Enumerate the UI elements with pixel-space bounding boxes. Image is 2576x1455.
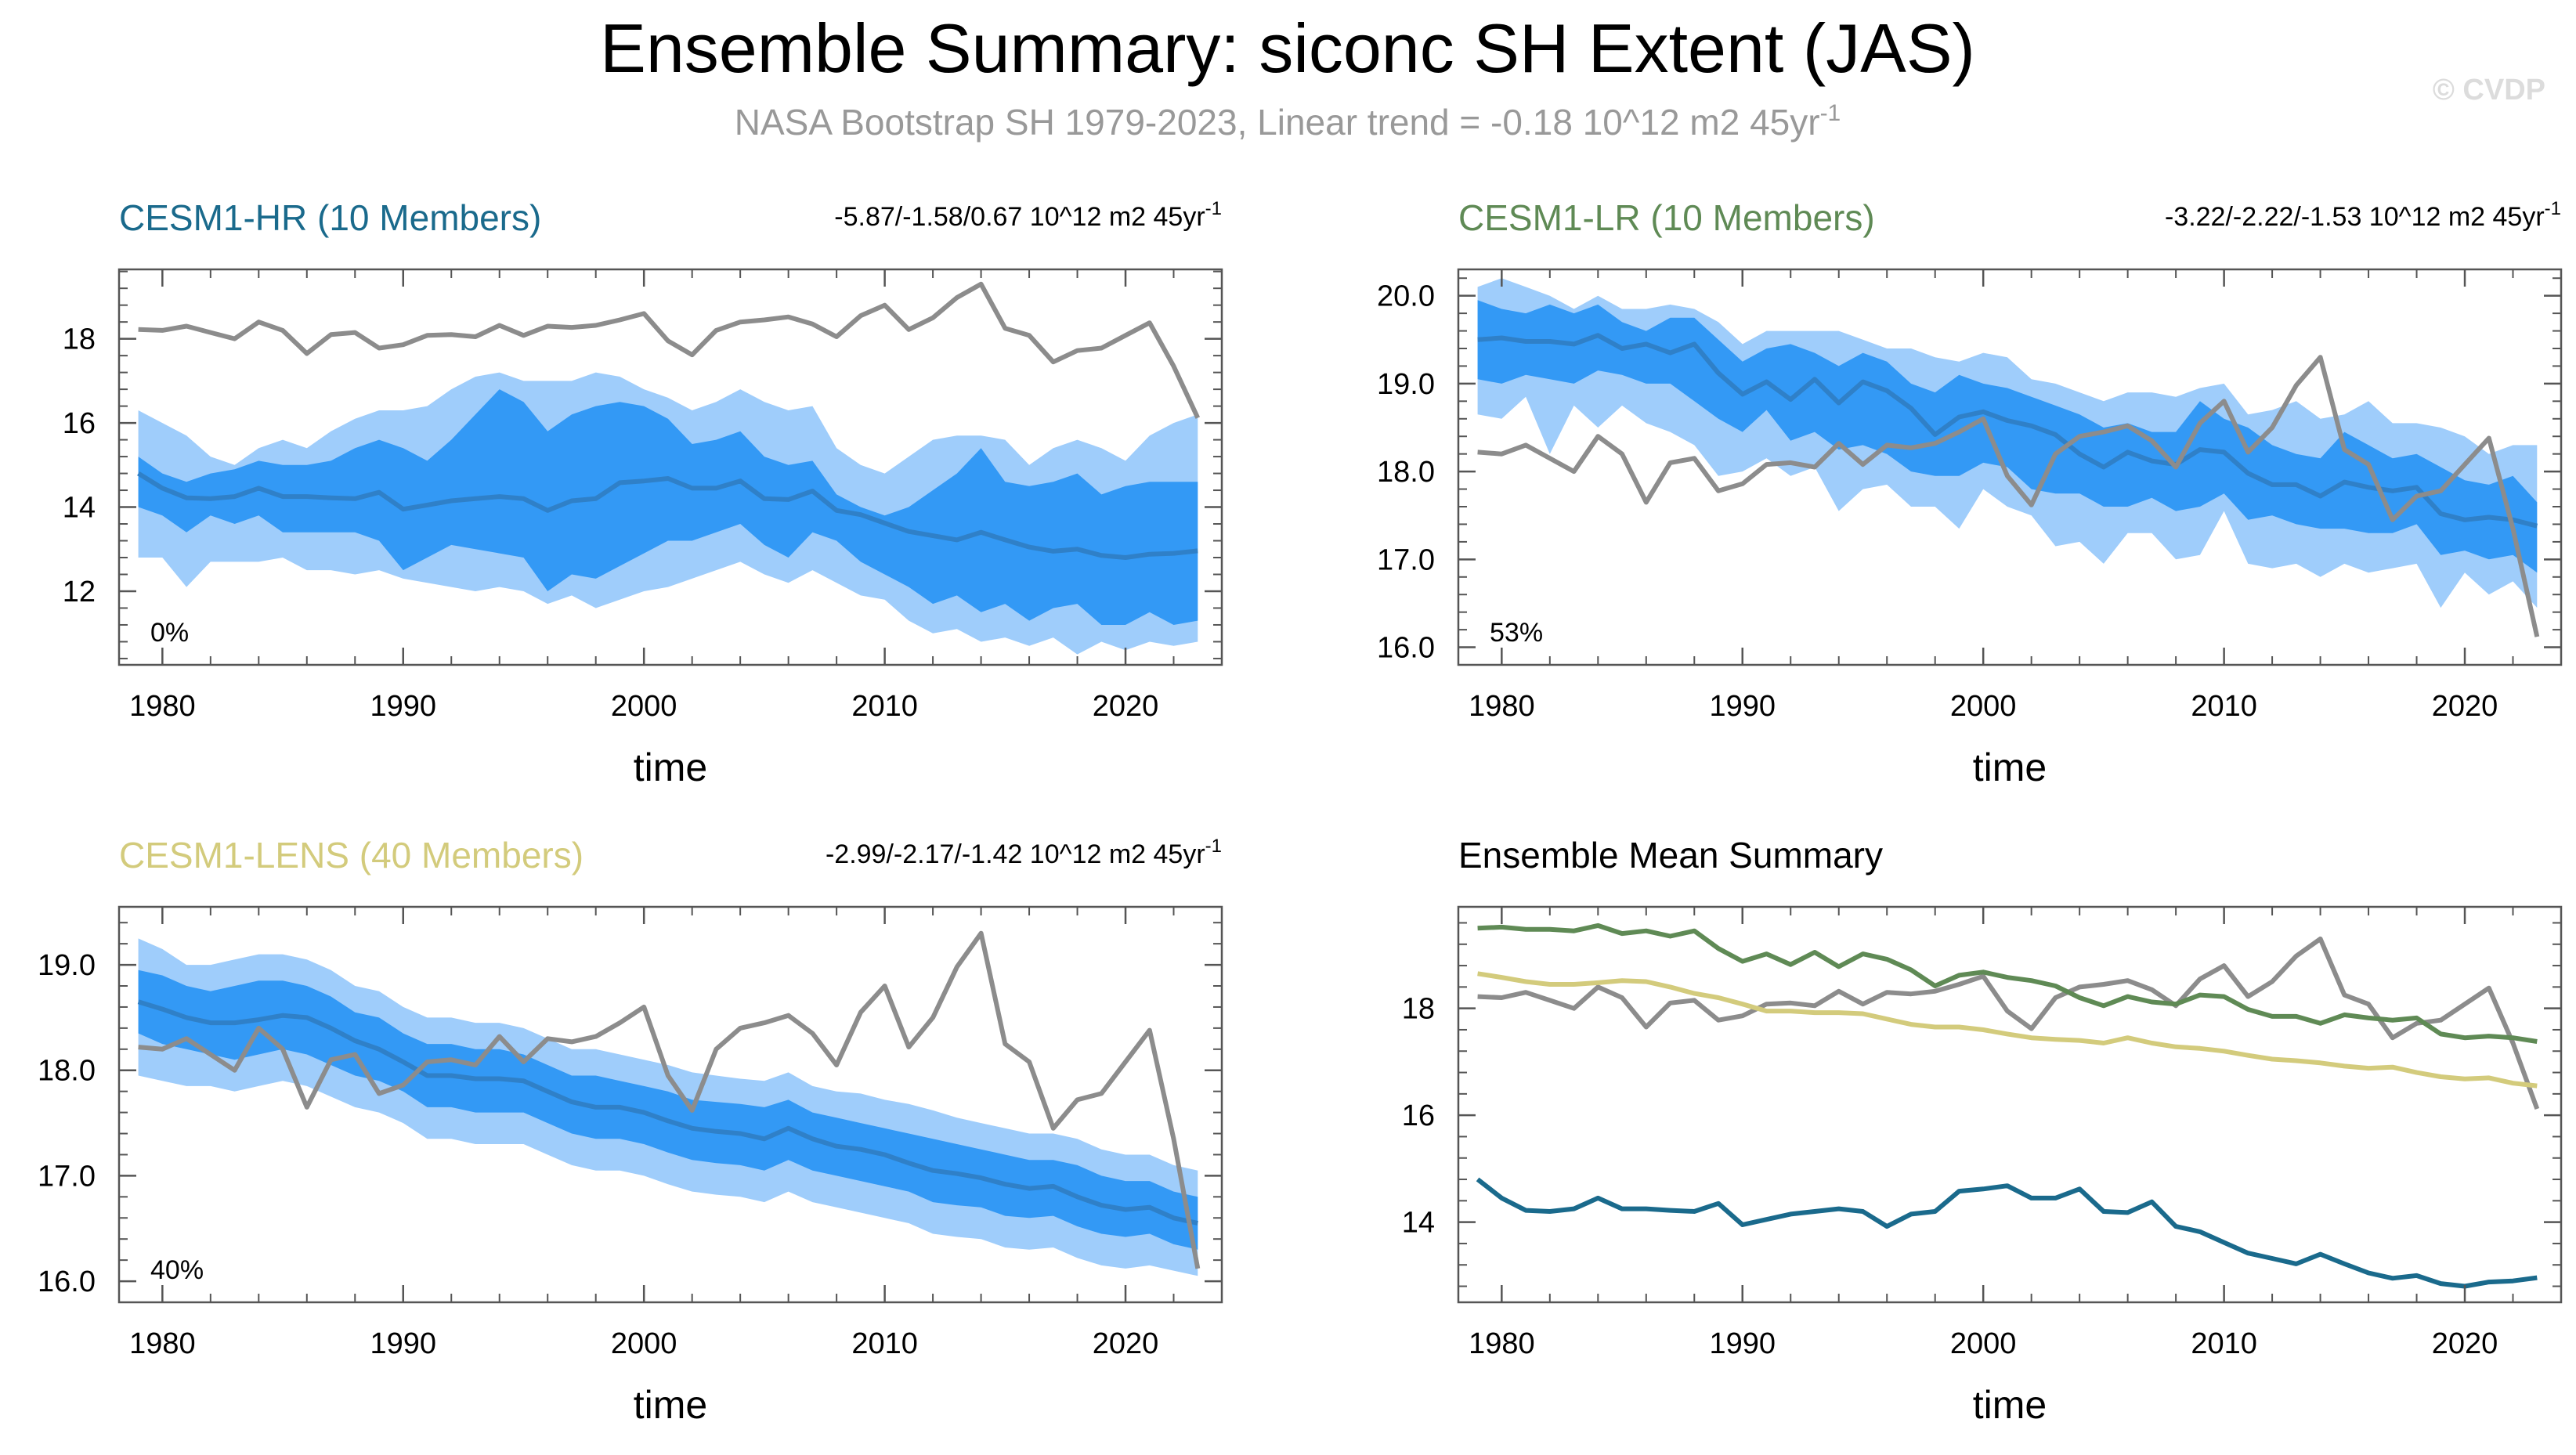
- ensemble-interquartile-band: [138, 969, 1198, 1250]
- percent-label: 0%: [150, 618, 189, 648]
- x-tick-label: 1980: [1469, 690, 1535, 723]
- trend-text: -2.99/-2.17/-1.42 10^12 m2 45yr-1: [826, 836, 1222, 869]
- y-tick-label: 14: [1402, 1207, 1435, 1240]
- panel-cesm1-hr: CESM1-HR (10 Members) -5.87/-1.58/0.67 10…: [63, 197, 1223, 789]
- percent-label: 40%: [150, 1255, 204, 1285]
- x-tick-label: 2000: [1950, 690, 2017, 723]
- panel-ensemble-mean-summary: Ensemble Mean Summary 1980 1990 2000 2010 202…: [1402, 835, 2563, 1427]
- y-tick-label: 19.0: [38, 949, 96, 982]
- y-tick-label: 16.0: [1377, 632, 1435, 665]
- x-axis-label: time: [634, 1383, 707, 1427]
- y-tick-label: 16: [63, 407, 96, 440]
- y-tick-label: 14: [63, 492, 96, 525]
- plot-frame: [117, 905, 1223, 1304]
- x-tick-label: 1990: [370, 690, 436, 723]
- figure-title: Ensemble Summary: siconc SH Extent (JAS): [600, 9, 1975, 87]
- x-tick-label: 2000: [611, 690, 677, 723]
- x-tick-label: 2000: [611, 1327, 677, 1360]
- panel-title: CESM1-LR (10 Members): [1458, 197, 1875, 238]
- y-tick-label: 12: [63, 576, 96, 608]
- plot-frame: [117, 268, 1223, 666]
- series-line-nasa-bootstrap-sh: [1477, 936, 2540, 1110]
- ensemble-mean-line: [137, 999, 1198, 1226]
- y-tick-label: 18: [1402, 993, 1435, 1026]
- x-tick-label: 2020: [2432, 1327, 2498, 1360]
- x-axis-label: time: [1973, 1383, 2047, 1427]
- x-tick-label: 2010: [851, 690, 918, 723]
- panel-cesm1-lens: CESM1-LENS (40 Members) -2.99/-2.17/-1.42…: [38, 835, 1223, 1427]
- x-tick-label: 1990: [370, 1327, 436, 1360]
- series-line-cesm1-hr: [1476, 1177, 2538, 1289]
- x-tick-label: 2020: [1093, 690, 1159, 723]
- ensemble-interquartile-band: [1477, 300, 2538, 573]
- ensemble-mean-line: [1477, 333, 2538, 529]
- y-tick-label: 20.0: [1377, 280, 1435, 313]
- observation-line: [138, 281, 1201, 419]
- y-tick-label: 18.0: [1377, 456, 1435, 489]
- x-tick-label: 1980: [1469, 1327, 1535, 1360]
- x-axis-label: time: [634, 746, 707, 789]
- x-tick-label: 2000: [1950, 1327, 2017, 1360]
- y-tick-label: 18.0: [38, 1055, 96, 1088]
- x-tick-label: 2010: [851, 1327, 918, 1360]
- observation-line: [1477, 355, 2540, 637]
- plot-frame: [1457, 268, 2563, 666]
- panel-title: CESM1-LENS (40 Members): [119, 835, 583, 876]
- panel-cesm1-lr: CESM1-LR (10 Members) -3.22/-2.22/-1.53 1…: [1377, 197, 2563, 789]
- figure-subtitle: NASA Bootstrap SH 1979-2023, Linear tren…: [735, 100, 1841, 143]
- x-tick-label: 2010: [2191, 690, 2257, 723]
- x-axis-label: time: [1973, 746, 2047, 789]
- x-tick-label: 1980: [129, 1327, 196, 1360]
- percent-label: 53%: [1490, 618, 1543, 648]
- x-tick-label: 2010: [2191, 1327, 2257, 1360]
- plot-frame: [1457, 905, 2563, 1304]
- series-line-cesm1-lr: [1477, 922, 2538, 1044]
- ensemble-interquartile-band: [138, 389, 1198, 625]
- x-tick-label: 2020: [2432, 690, 2498, 723]
- ensemble-mean-line: [137, 471, 1198, 560]
- y-tick-label: 17.0: [1377, 543, 1435, 576]
- trend-text: -3.22/-2.22/-1.53 10^12 m2 45yr-1: [2165, 198, 2561, 232]
- x-tick-label: 1980: [129, 690, 196, 723]
- y-tick-label: 16: [1402, 1099, 1435, 1132]
- y-tick-label: 16.0: [38, 1265, 96, 1298]
- panel-title: Ensemble Mean Summary: [1458, 835, 1883, 876]
- y-tick-label: 19.0: [1377, 368, 1435, 401]
- trend-text: -5.87/-1.58/0.67 10^12 m2 45yr-1: [834, 198, 1222, 232]
- x-tick-label: 1990: [1709, 1327, 1776, 1360]
- panel-title: CESM1-HR (10 Members): [119, 197, 541, 238]
- y-tick-label: 18: [63, 323, 96, 356]
- y-tick-label: 17.0: [38, 1160, 96, 1193]
- series-line-cesm1-lens: [1477, 971, 2538, 1089]
- watermark: © CVDP: [2433, 74, 2545, 107]
- observation-line: [138, 930, 1201, 1269]
- x-tick-label: 2020: [1093, 1327, 1159, 1360]
- x-tick-label: 1990: [1709, 690, 1776, 723]
